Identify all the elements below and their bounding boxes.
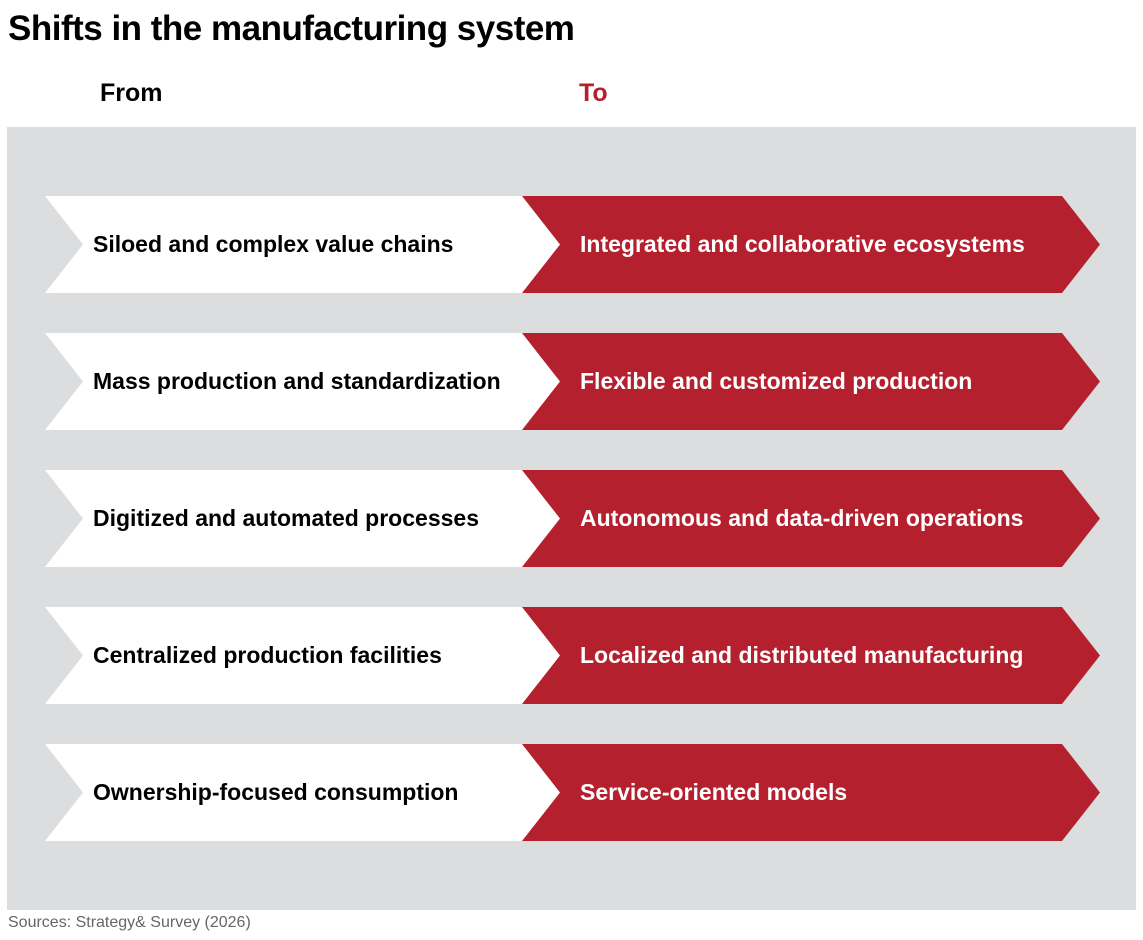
shift-arrow-shape (45, 607, 1100, 704)
to-label: Service-oriented models (580, 779, 848, 805)
from-chevron (45, 744, 573, 841)
to-chevron (522, 744, 1100, 841)
shift-row: Ownership-focused consumption Service-or… (7, 744, 1136, 841)
from-column-header: From (100, 79, 163, 107)
shift-row: Centralized production facilities Locali… (7, 607, 1136, 704)
from-label: Centralized production facilities (93, 642, 442, 668)
shift-arrow-shape (45, 196, 1100, 293)
shift-arrow-shape (45, 470, 1100, 567)
shift-arrow-shape (45, 744, 1100, 841)
from-label: Mass production and standardization (93, 368, 501, 394)
shifts-panel: Siloed and complex value chains Integrat… (7, 127, 1136, 910)
page-title: Shifts in the manufacturing system (8, 9, 575, 48)
from-label: Siloed and complex value chains (93, 231, 454, 257)
to-label: Localized and distributed manufacturing (580, 642, 1024, 668)
from-chevron (45, 333, 573, 430)
from-label: Ownership-focused consumption (93, 779, 459, 805)
source-note: Sources: Strategy& Survey (2026) (8, 914, 251, 931)
to-column-header: To (579, 79, 608, 107)
to-chevron (522, 607, 1100, 704)
from-chevron (45, 196, 573, 293)
to-label: Autonomous and data-driven operations (580, 505, 1024, 531)
to-label: Integrated and collaborative ecosystems (580, 231, 1025, 257)
to-chevron (522, 196, 1100, 293)
shift-row: Mass production and standardization Flex… (7, 333, 1136, 430)
shift-arrow-shape (45, 333, 1100, 430)
from-label: Digitized and automated processes (93, 505, 479, 531)
to-chevron (522, 470, 1100, 567)
from-chevron (45, 607, 573, 704)
to-label: Flexible and customized production (580, 368, 973, 394)
shift-row: Digitized and automated processes Autono… (7, 470, 1136, 567)
shift-row: Siloed and complex value chains Integrat… (7, 196, 1136, 293)
to-chevron (522, 333, 1100, 430)
from-chevron (45, 470, 573, 567)
